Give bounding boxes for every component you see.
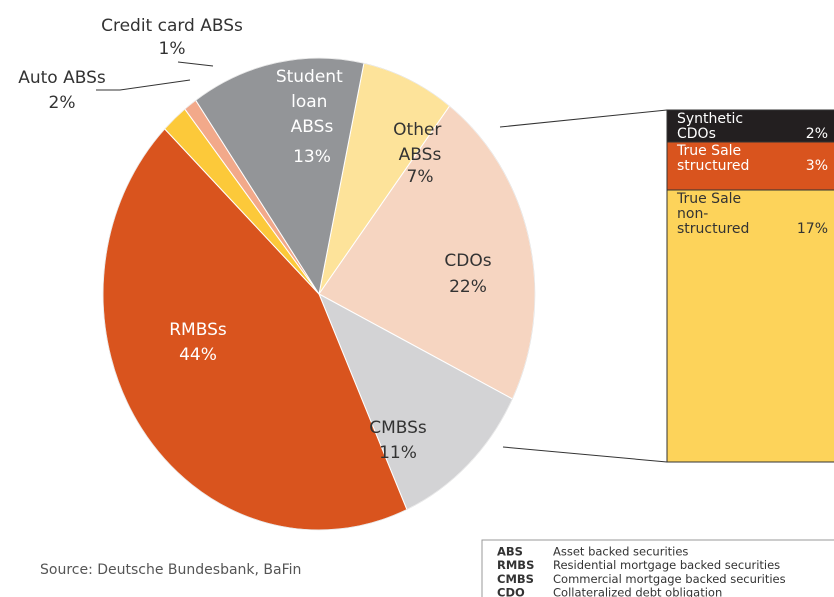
slice-value: 11% — [379, 443, 417, 463]
slice-label: Auto ABSs — [18, 68, 106, 88]
slice-value: 44% — [179, 345, 217, 365]
slice-value: 13% — [293, 147, 331, 167]
slice-label: CMBSs — [369, 418, 427, 438]
breakdown-value: 3% — [806, 158, 828, 174]
legend-text: Commercial mortgage backed securities — [553, 572, 786, 586]
breakdown-segment — [666, 141, 834, 191]
breakdown-segment — [666, 109, 834, 143]
slice-value: 2% — [49, 93, 76, 113]
slice-value: 1% — [159, 39, 186, 59]
slice-value: 7% — [407, 167, 434, 187]
leader-line — [177, 61, 214, 67]
leader-line — [96, 79, 191, 91]
breakdown-label: True Sale structured — [676, 143, 749, 174]
slice-value: 22% — [449, 277, 487, 297]
pie-outline — [102, 57, 536, 531]
legend-text: Residential mortgage backed securities — [553, 558, 780, 572]
connector — [499, 109, 668, 128]
slice-label: Student loan ABSs — [276, 67, 348, 137]
source: Source: Deutsche Bundesbank, BaFin — [40, 562, 301, 578]
breakdown-label: Synthetic CDOs — [677, 111, 748, 142]
slice-label: RMBSs — [169, 320, 227, 340]
slice-label: CDOs — [444, 251, 491, 271]
connector — [502, 446, 668, 463]
breakdown-label: True Sale non-structured — [676, 191, 749, 237]
legend-text: Collateralized debt obligation — [553, 586, 722, 597]
slice-label: Credit card ABSs — [101, 16, 243, 36]
breakdown-value: 2% — [806, 126, 828, 142]
legend-abbr: CDO — [497, 586, 525, 597]
breakdown-segment — [666, 189, 834, 463]
legend-box — [481, 539, 834, 597]
legend-abbr: CMBS — [497, 572, 534, 586]
breakdown-value: 17% — [797, 221, 828, 237]
legend-abbr: ABS — [497, 545, 523, 559]
legend-text: Asset backed securities — [553, 545, 688, 559]
legend-abbr: RMBS — [497, 558, 534, 572]
slice-label: Other ABSs — [393, 120, 447, 165]
